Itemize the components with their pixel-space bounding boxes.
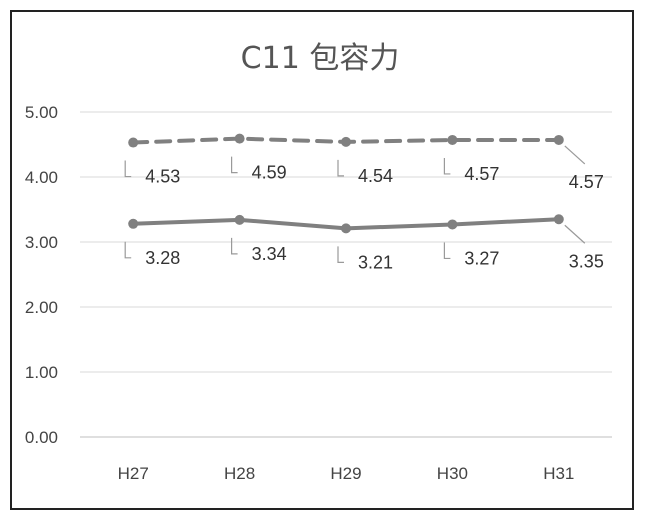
leader-line bbox=[337, 159, 344, 177]
data-point bbox=[128, 218, 139, 229]
x-tick-label: H30 bbox=[437, 464, 468, 483]
x-tick-label: H29 bbox=[330, 464, 361, 483]
data-point bbox=[341, 223, 351, 234]
y-tick-label: 5.00 bbox=[25, 103, 58, 122]
data-label: 4.59 bbox=[252, 163, 287, 183]
chart-title: C11 包容力 bbox=[241, 41, 400, 76]
leader-line bbox=[564, 224, 586, 244]
y-tick-label: 0.00 bbox=[25, 428, 58, 447]
data-point bbox=[341, 136, 351, 147]
data-label: 4.57 bbox=[569, 172, 604, 192]
leader-line bbox=[124, 160, 132, 178]
data-label: 3.21 bbox=[358, 252, 393, 272]
data-point bbox=[234, 214, 245, 225]
leader-line bbox=[443, 157, 451, 175]
y-tick-label: 3.00 bbox=[25, 233, 58, 252]
y-tick-label: 1.00 bbox=[25, 363, 58, 382]
leader-line bbox=[231, 156, 238, 174]
y-tick-label: 4.00 bbox=[25, 168, 58, 187]
leader-line bbox=[124, 241, 132, 259]
leader-line bbox=[337, 246, 344, 263]
chart-frame bbox=[10, 10, 634, 510]
data-label: 3.35 bbox=[569, 251, 604, 271]
data-label: 4.57 bbox=[464, 164, 499, 184]
data-point bbox=[128, 137, 139, 148]
data-point bbox=[553, 214, 564, 225]
data-point bbox=[553, 134, 564, 145]
data-label: 3.28 bbox=[145, 248, 180, 268]
x-tick-label: H28 bbox=[224, 464, 255, 483]
y-tick-label: 2.00 bbox=[25, 298, 58, 317]
data-label: 3.27 bbox=[464, 248, 499, 268]
data-label: 3.34 bbox=[252, 244, 287, 264]
data-label: 4.53 bbox=[145, 167, 180, 187]
data-point bbox=[234, 133, 245, 144]
data-label: 4.54 bbox=[358, 166, 393, 186]
x-tick-label: H27 bbox=[118, 464, 149, 483]
data-point bbox=[447, 219, 458, 230]
leader-line bbox=[443, 242, 451, 260]
data-point bbox=[447, 134, 458, 145]
x-tick-label: H31 bbox=[543, 464, 574, 483]
line-chart: C11 包容力 0.00 1.00 2.00 3.00 4.00 5.00 H27 H28 H2… bbox=[25, 41, 612, 483]
leader-line bbox=[564, 145, 586, 165]
leader-line bbox=[231, 237, 238, 255]
